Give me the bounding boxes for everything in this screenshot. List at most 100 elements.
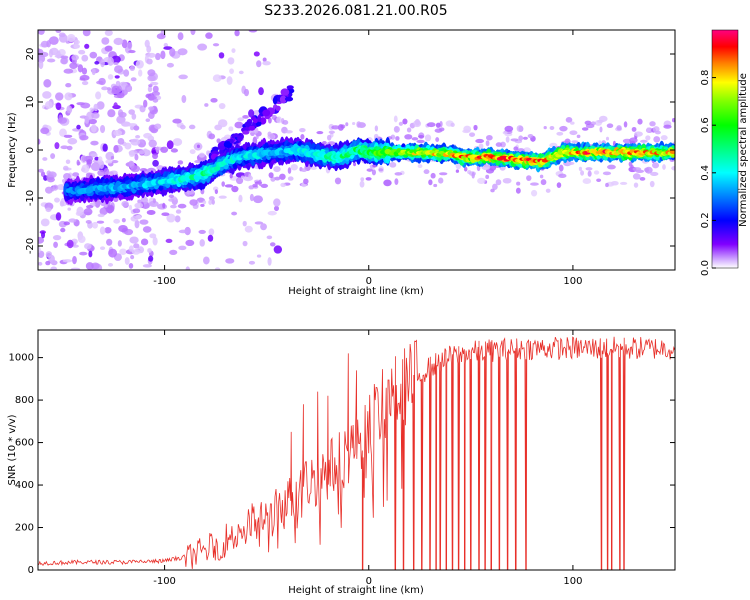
spectrogram-scatter-blob [450, 122, 455, 127]
spectrogram-scatter-blob [411, 137, 419, 141]
spectrogram-noise-blob [90, 124, 97, 133]
spectrogram-scatter-blob [81, 155, 86, 163]
spectrogram-scatter-blob [455, 162, 462, 170]
spectrogram-noise-blob [147, 69, 156, 77]
spectrogram-scatter-blob [334, 177, 342, 185]
spectrogram-noise-blob [256, 60, 262, 68]
spectrogram-noise-blob [177, 32, 184, 41]
spectrogram-noise-blob [58, 32, 66, 38]
spectrogram-noise-blob [111, 85, 120, 94]
spectrogram-noise-blob [151, 150, 157, 154]
spectrogram-scatter-blob [86, 204, 94, 209]
spectrogram-scatter-blob [360, 177, 365, 182]
spectrogram-x-tick-label: 0 [366, 276, 372, 287]
spectrogram-noise-blob [79, 134, 89, 141]
spectrogram-noise-blob [46, 58, 56, 63]
spectrogram-noise-blob [125, 84, 133, 93]
spectrogram-scatter-blob [526, 175, 532, 181]
spectrogram-noise-blob [79, 74, 90, 81]
spectrogram-noise-blob [67, 138, 78, 145]
spectrogram-noise-blob [66, 239, 74, 249]
spectrogram-scatter-blob [485, 174, 490, 179]
spectrogram-scatter-blob [469, 132, 476, 137]
spectrogram-noise-blob [229, 68, 234, 74]
spectrogram-scatter-blob [97, 213, 105, 218]
snr-y-tick-label: 400 [15, 480, 34, 491]
spectrogram-scatter-blob [417, 164, 423, 169]
spectrogram-noise-blob [166, 213, 176, 223]
spectrogram-scatter-blob [331, 125, 340, 130]
spectrogram-scatter-blob [177, 160, 184, 165]
snr-y-tick-label: 1000 [9, 353, 34, 364]
spectrogram-noise-blob [116, 92, 125, 99]
spectrogram-scatter-blob [558, 173, 567, 178]
spectrogram-scatter-blob [198, 152, 205, 158]
spectrogram-noise-blob [84, 43, 90, 49]
spectrogram-noise-blob [74, 39, 80, 45]
spectrogram-scatter-blob [540, 179, 547, 186]
spectrogram-noise-blob [231, 211, 238, 216]
spectrogram-noise-blob [117, 138, 125, 145]
spectrogram-noise-blob [260, 223, 267, 231]
spectrogram-noise-blob [160, 50, 166, 60]
spectrogram-noise-blob [208, 133, 216, 140]
spectrogram-noise-blob [96, 101, 105, 110]
spectrogram-ridge-blob [669, 150, 675, 155]
spectrogram-noise-blob [253, 195, 264, 204]
spectrogram-noise-blob [105, 159, 113, 164]
spectrogram-noise-blob [38, 138, 41, 145]
spectrogram-scatter-blob [556, 182, 562, 188]
spectrogram-y-label: Frequency (Hz) [7, 112, 18, 188]
spectrogram-x-tick-label: -100 [153, 276, 176, 287]
spectrogram-noise-blob [113, 62, 119, 66]
spectrogram-scatter-blob [634, 131, 643, 137]
spectrogram-noise-blob [107, 56, 114, 66]
spectrogram-noise-blob [231, 48, 236, 53]
spectrogram-noise-blob [90, 153, 98, 157]
spectrogram-noise-blob [55, 212, 62, 221]
spectrogram-scatter-blob [65, 159, 71, 164]
spectrogram-scatter-blob [299, 127, 306, 133]
spectrogram-noise-blob [225, 258, 235, 264]
spectrogram-scatter-blob [650, 171, 659, 177]
spectrogram-noise-blob [38, 60, 44, 70]
spectrogram-noise-blob [63, 68, 74, 74]
spectrogram-scatter-blob [128, 151, 135, 157]
spectrogram-scatter-blob [155, 146, 160, 154]
spectrogram-noise-blob [102, 143, 108, 152]
spectrogram-noise-blob [93, 103, 99, 112]
spectrogram-scatter-blob [189, 199, 198, 206]
spectrogram-scatter-blob [652, 162, 660, 169]
spectrogram-noise-blob [127, 41, 133, 50]
spectrogram-noise-blob [84, 115, 90, 124]
spectrogram-noise-blob [40, 218, 50, 227]
spectrogram-scatter-blob [539, 174, 544, 179]
spectrogram-harmonic-blob [286, 85, 294, 90]
spectrogram-noise-blob [90, 140, 99, 146]
spectrogram-scatter-blob [273, 166, 281, 173]
spectrogram-noise-blob [71, 54, 79, 61]
spectrogram-noise-blob [77, 235, 86, 243]
spectrogram-noise-blob [99, 226, 106, 235]
spectrogram-scatter-blob [428, 179, 433, 186]
spectrogram-noise-blob [148, 200, 159, 208]
spectrogram-noise-blob [46, 176, 55, 183]
spectrogram-noise-blob [248, 30, 258, 33]
snr-y-label: SNR (10 * v/v) [7, 414, 18, 485]
spectrogram-noise-blob [45, 251, 53, 258]
spectrogram-noise-blob [267, 257, 272, 266]
spectrogram-noise-blob [107, 263, 114, 267]
spectrogram-scatter-blob [439, 172, 448, 176]
spectrogram-noise-blob [115, 80, 121, 87]
spectrogram-scatter-blob [170, 148, 179, 153]
spectrogram-harmonic-blob [272, 96, 278, 105]
spectrogram-noise-blob [135, 135, 141, 139]
spectrogram-noise-blob [60, 55, 69, 59]
spectrogram-noise-blob [56, 50, 61, 59]
spectrogram-noise-blob [90, 162, 101, 172]
spectrogram-scatter-blob [352, 121, 356, 126]
spectrogram-scatter-blob [671, 118, 675, 123]
spectrogram-noise-blob [218, 52, 225, 59]
colorbar: 0.0 0.2 0.4 0.6 0.8 Normalized spectral ampl… [700, 29, 749, 276]
spectrogram-noise-blob [262, 60, 271, 66]
